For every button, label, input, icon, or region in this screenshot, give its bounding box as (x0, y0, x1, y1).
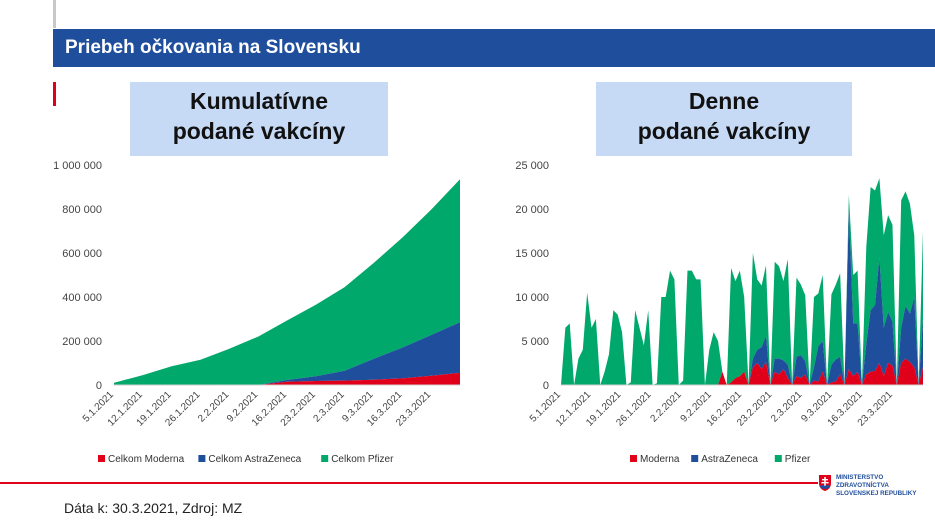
legend-label: Celkom Pfizer (331, 454, 394, 465)
y-tick-label: 0 (543, 380, 549, 392)
y-tick-label: 1 000 000 (53, 160, 102, 172)
y-tick-label: 400 000 (62, 292, 102, 304)
y-tick-label: 800 000 (62, 204, 102, 216)
page-title: Priebeh očkovania na Slovensku (53, 29, 935, 67)
y-tick-label: 0 (96, 380, 102, 392)
red-accent-bar (53, 82, 56, 106)
series-area-celkom-astrazeneca (114, 322, 460, 385)
chart-title-daily: Denne podané vakcíny (596, 82, 852, 156)
chart-title-line: podané vakcíny (172, 118, 346, 144)
series-area-pfizer (561, 178, 923, 385)
data-source-note: Dáta k: 30.3.2021, Zdroj: MZ (64, 500, 243, 516)
y-tick-label: 15 000 (515, 248, 549, 260)
chart-title-line: Kumulatívne (189, 88, 329, 114)
x-tick-label: 2.3.2021 (769, 389, 805, 425)
ministry-line: SLOVENSKEJ REPUBLIKY (836, 490, 917, 497)
chart-title-line: podané vakcíny (637, 118, 811, 144)
top-divider-line (53, 0, 56, 28)
coat-of-arms-icon (819, 475, 831, 491)
legend-swatch (98, 455, 105, 462)
series-area-moderna (561, 358, 923, 385)
legend-swatch (774, 455, 782, 462)
legend-label: Pfizer (785, 454, 811, 465)
legend-swatch (321, 455, 329, 462)
legend-label: Celkom AstraZeneca (208, 454, 301, 465)
y-tick-label: 10 000 (515, 292, 549, 304)
ministry-line: MINISTERSTVO (836, 474, 884, 481)
ministry-line: ZDRAVOTNÍCTVA (836, 482, 889, 489)
legend-label: Celkom Moderna (108, 454, 185, 465)
legend-swatch (691, 455, 699, 462)
footer-divider (0, 482, 935, 484)
ministry-logo: MINISTERSTVO ZDRAVOTNÍCTVA SLOVENSKEJ RE… (818, 472, 935, 506)
legend-label: AstraZeneca (701, 454, 758, 465)
legend-swatch (630, 455, 637, 462)
series-area-celkom-moderna (114, 372, 460, 385)
y-tick-label: 20 000 (515, 204, 549, 216)
chart-title-cumulative: Kumulatívne podané vakcíny (130, 82, 388, 156)
y-tick-label: 5 000 (521, 336, 549, 348)
ministry-name: MINISTERSTVO ZDRAVOTNÍCTVA SLOVENSKEJ RE… (836, 474, 916, 498)
y-tick-label: 200 000 (62, 336, 102, 348)
y-tick-label: 25 000 (515, 160, 549, 172)
series-area-celkom-pfizer (114, 179, 460, 385)
legend-label: Moderna (640, 454, 680, 465)
series-area-astrazeneca (561, 210, 923, 385)
x-tick-label: 2.2.2021 (648, 389, 684, 425)
legend-swatch (198, 455, 206, 462)
y-tick-label: 600 000 (62, 248, 102, 260)
chart-title-line: Denne (688, 88, 760, 114)
